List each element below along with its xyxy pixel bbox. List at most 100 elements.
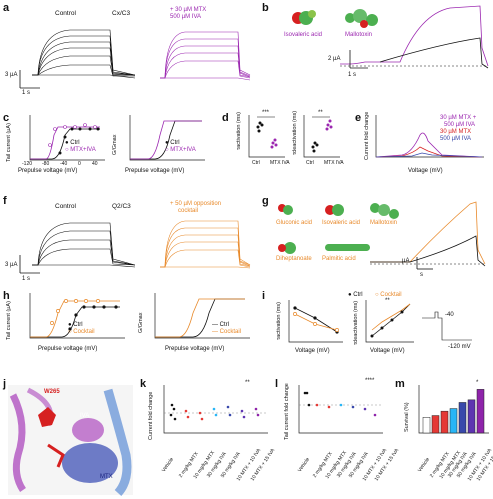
panel-h-ylabel-right: G/Gmax xyxy=(138,312,144,333)
panel-c-xtick-2: -40 xyxy=(60,161,68,167)
panel-k-group-0: Vehicle xyxy=(160,456,176,474)
panel-d-sig-right: ** xyxy=(318,110,323,116)
panel-i-xlabel: Voltage (mV) xyxy=(295,348,330,354)
panel-i-chart-right xyxy=(365,300,414,343)
panel-h-chart-right xyxy=(154,293,250,339)
panel-k-chart xyxy=(163,385,268,434)
survival-bar xyxy=(449,408,458,434)
panel-f-drug-2: cocktail xyxy=(178,208,199,214)
panel-l-group-0: Vehicle xyxy=(296,456,312,474)
panel-a-control-title: Control xyxy=(55,10,76,17)
panel-b-scale-y: 2 µA xyxy=(328,56,341,62)
panel-f-drug-1: + 50 µM opposition xyxy=(170,201,221,207)
panel-a-drug-1: + 30 µM MTX xyxy=(170,7,207,13)
panel-j-label: j xyxy=(3,378,7,390)
panel-h-label: h xyxy=(3,290,10,302)
survival-bar xyxy=(467,399,476,434)
panel-c-ylabel-left: Tail current (µA) xyxy=(6,123,12,162)
panel-f-traces xyxy=(19,220,251,274)
panel-e-label: e xyxy=(355,112,362,124)
panel-h-legend-ctrl: ● Ctrl xyxy=(68,322,83,328)
panel-c-label: c xyxy=(3,112,10,124)
panel-j-structure xyxy=(8,385,133,497)
panel-i-label: i xyxy=(262,290,266,302)
panel-i-xlabel-right: Voltage (mV) xyxy=(370,348,405,354)
panel-g-label: g xyxy=(262,195,269,207)
panel-m-group-0: Vehicle xyxy=(416,456,432,474)
panel-g-scalebar xyxy=(416,257,433,270)
panel-e-leg1b: 500 µM IVA xyxy=(444,122,476,128)
panel-b-mol1: Isovaleric acid xyxy=(284,32,323,38)
panel-c-legend-ctrl: ● Ctrl xyxy=(65,140,80,146)
panel-d-ylabel-right: τdeactivation (ms) xyxy=(292,110,298,155)
panel-f-label: f xyxy=(3,195,7,207)
panel-k-label: k xyxy=(140,378,147,390)
panel-j-lig2: MTX xyxy=(100,474,113,480)
panel-c-chart-right xyxy=(129,115,205,161)
survival-bar xyxy=(431,415,440,434)
panel-g-mol4: Diheptanoate xyxy=(276,256,312,262)
panel-c-ylabel-right: G/Gmax xyxy=(112,134,118,155)
panel-i-sig: ** xyxy=(385,298,390,304)
panel-i-ylabel-left: τactivation (ms) xyxy=(276,302,282,340)
panel-m-ylabel: Survival (%) xyxy=(404,402,410,432)
panel-m-chart xyxy=(418,385,489,434)
panel-l-ylabel: Tail current fold change xyxy=(284,383,290,440)
panel-j-lig1: IVA xyxy=(80,413,90,419)
panel-b-label: b xyxy=(262,2,269,14)
panel-b-molecules xyxy=(292,9,378,28)
panel-e-ylabel: Current fold change xyxy=(364,111,370,160)
panel-e-xlabel: Voltage (mV) xyxy=(408,168,443,174)
panel-c-xtick-0: -120 xyxy=(22,161,33,167)
control-traces xyxy=(32,29,136,79)
panel-i-protocol xyxy=(422,311,472,341)
panel-i-protocol-bottom: -120 mV xyxy=(448,344,471,350)
panel-g-molecules xyxy=(278,203,399,254)
panel-g-mol2: Isovaleric acid xyxy=(322,220,361,226)
panel-d-chart-right xyxy=(303,115,340,158)
panel-b-mol2: Mallotoxin xyxy=(345,32,373,38)
panel-h-legend-drug: ○ Cocktail xyxy=(68,329,95,335)
panel-h-chart-left xyxy=(29,293,125,339)
panel-m-sig: * xyxy=(476,380,479,386)
panel-f-scale-x: 1 s xyxy=(22,276,31,282)
panel-a-traces xyxy=(19,29,251,89)
panel-f-scale-y: 3 µA xyxy=(5,262,18,268)
panel-d-x-left-0: Ctrl xyxy=(252,160,260,166)
panel-b-scale-x: 1 s xyxy=(348,72,357,78)
panel-i-ylabel-right: τdeactivation (ms) xyxy=(353,300,359,345)
panel-a-label: a xyxy=(3,2,10,14)
panel-d-x-left-1: MTX IVA xyxy=(270,160,290,166)
panel-d-x-right-1: MTX IVA xyxy=(324,160,344,166)
panel-i-legend-drug: ○ Cocktail xyxy=(375,292,402,298)
panel-l-sig: **** xyxy=(365,378,375,384)
panel-f-control-title: Control xyxy=(55,203,76,210)
panel-g-mol5: Palmitic acid xyxy=(322,256,356,262)
panel-c-xtick-4: 40 xyxy=(92,161,98,167)
panel-c-legend-ctrl-r: ● Ctrl xyxy=(165,140,180,146)
panel-e-leg2: 30 µM MTX xyxy=(440,129,472,135)
panel-j-res: W265 xyxy=(44,389,60,395)
panel-l-groups: Vehicle 2 mg/kg MTX 10 mg/kg MTX 30 mg/k… xyxy=(294,440,400,495)
panel-d-ylabel-left: τactivation (ms) xyxy=(236,112,242,150)
panel-c-legend-drug-r: ○ MTX+IVA xyxy=(165,147,196,153)
panel-m-groups: Vehicle 2 mg/kg MTX 10 mg/kg MTX 30 mg/k… xyxy=(414,440,493,495)
panel-e-chart xyxy=(375,115,484,158)
panel-a-drug-2: 500 µM IVA xyxy=(170,14,202,20)
panel-k-groups: Vehicle 2 mg/kg MTX 10 mg/kg MTX 30 mg/k… xyxy=(158,440,276,495)
panel-h-ylabel-left: Tail current (µA) xyxy=(6,301,12,340)
panel-g-mol3: Mallotoxin xyxy=(370,220,398,226)
mtx-iva-traces xyxy=(160,31,251,81)
panel-g-scale-x: s xyxy=(420,272,423,278)
panel-c-legend-drug: ○ MTX+IVA xyxy=(65,147,96,153)
survival-bar xyxy=(476,389,485,434)
panel-c-xlabel-right: Prepulse voltage (mV) xyxy=(125,168,185,174)
panel-g-mol1: Gluconic acid xyxy=(276,220,313,226)
panel-d-x-right-0: Ctrl xyxy=(306,160,314,166)
panel-g-traces xyxy=(370,201,486,267)
panel-d-chart-left xyxy=(248,115,285,158)
panel-c-xtick-3: 0 xyxy=(78,161,81,167)
panel-k-ylabel: Current fold change xyxy=(148,391,154,440)
panel-l-chart xyxy=(298,385,383,434)
panel-g-scale-y: µA xyxy=(402,258,410,264)
